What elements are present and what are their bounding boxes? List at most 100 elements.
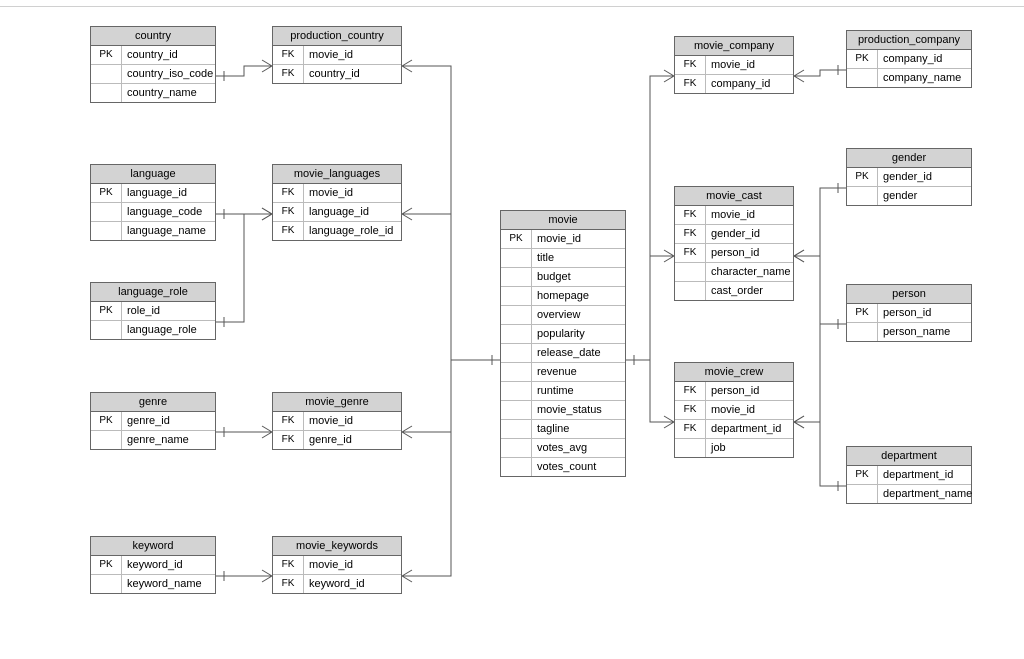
field-name: movie_id xyxy=(304,46,401,64)
entity-field: person_name xyxy=(847,323,971,341)
field-key xyxy=(91,65,122,83)
field-name: country_iso_code xyxy=(122,65,218,83)
field-name: country_id xyxy=(122,46,215,64)
field-key: FK xyxy=(273,412,304,430)
entity-field: FKkeyword_id xyxy=(273,575,401,593)
entity-field: FKgenre_id xyxy=(273,431,401,449)
entity-field: overview xyxy=(501,306,625,325)
field-name: person_id xyxy=(706,382,793,400)
entity-field: popularity xyxy=(501,325,625,344)
entity-field: keyword_name xyxy=(91,575,215,593)
entity-production_company: production_companyPKcompany_idcompany_na… xyxy=(846,30,972,88)
field-key: FK xyxy=(675,206,706,224)
field-key xyxy=(91,321,122,339)
entity-field: gender xyxy=(847,187,971,205)
field-key: FK xyxy=(273,431,304,449)
entity-movie_cast: movie_castFKmovie_idFKgender_idFKperson_… xyxy=(674,186,794,301)
field-name: department_name xyxy=(878,485,977,503)
field-name: keyword_name xyxy=(122,575,215,593)
entity-field: FKmovie_id xyxy=(273,184,401,203)
entity-field: PKdepartment_id xyxy=(847,466,971,485)
entity-field: runtime xyxy=(501,382,625,401)
field-name: person_id xyxy=(706,244,793,262)
field-name: language_role_id xyxy=(304,222,401,240)
field-key: PK xyxy=(91,556,122,574)
field-name: release_date xyxy=(532,344,625,362)
field-key: PK xyxy=(847,50,878,68)
entity-movie_languages: movie_languagesFKmovie_idFKlanguage_idFK… xyxy=(272,164,402,241)
field-key: PK xyxy=(91,46,122,64)
field-name: language_name xyxy=(122,222,215,240)
field-key xyxy=(847,187,878,205)
entity-title: production_country xyxy=(273,27,401,46)
field-name: runtime xyxy=(532,382,625,400)
field-key: FK xyxy=(675,244,706,262)
field-key xyxy=(501,268,532,286)
field-name: company_id xyxy=(706,75,793,93)
field-name: movie_id xyxy=(304,556,401,574)
field-name: movie_id xyxy=(706,56,793,74)
field-name: keyword_id xyxy=(122,556,215,574)
field-key xyxy=(501,363,532,381)
field-key: FK xyxy=(273,46,304,64)
entity-movie_genre: movie_genreFKmovie_idFKgenre_id xyxy=(272,392,402,450)
field-key: FK xyxy=(273,203,304,221)
field-name: company_name xyxy=(878,69,971,87)
entity-title: language_role xyxy=(91,283,215,302)
entity-title: movie_languages xyxy=(273,165,401,184)
entity-field: job xyxy=(675,439,793,457)
divider xyxy=(0,6,1024,7)
field-name: person_name xyxy=(878,323,971,341)
entity-field: language_name xyxy=(91,222,215,240)
field-name: movie_id xyxy=(304,412,401,430)
entity-field: release_date xyxy=(501,344,625,363)
entity-title: movie_crew xyxy=(675,363,793,382)
field-key: FK xyxy=(273,65,304,83)
field-name: cast_order xyxy=(706,282,793,300)
entity-field: votes_avg xyxy=(501,439,625,458)
field-key: PK xyxy=(91,184,122,202)
field-key: FK xyxy=(675,56,706,74)
field-key xyxy=(501,344,532,362)
field-key xyxy=(501,287,532,305)
field-key xyxy=(501,458,532,476)
entity-field: FKmovie_id xyxy=(273,412,401,431)
field-key: FK xyxy=(675,401,706,419)
entity-movie_company: movie_companyFKmovie_idFKcompany_id xyxy=(674,36,794,94)
field-key: PK xyxy=(847,466,878,484)
field-key xyxy=(91,575,122,593)
field-name: country_name xyxy=(122,84,215,102)
entity-field: FKmovie_id xyxy=(273,46,401,65)
entity-language: languagePKlanguage_idlanguage_codelangua… xyxy=(90,164,216,241)
entity-title: keyword xyxy=(91,537,215,556)
field-key xyxy=(675,439,706,457)
entity-field: genre_name xyxy=(91,431,215,449)
entity-field: country_name xyxy=(91,84,215,102)
field-name: popularity xyxy=(532,325,625,343)
field-key xyxy=(847,485,878,503)
field-name: keyword_id xyxy=(304,575,401,593)
field-key xyxy=(501,325,532,343)
entity-field: cast_order xyxy=(675,282,793,300)
entity-keyword: keywordPKkeyword_idkeyword_name xyxy=(90,536,216,594)
field-name: movie_id xyxy=(532,230,625,248)
field-name: movie_id xyxy=(706,401,793,419)
field-key: FK xyxy=(675,75,706,93)
entity-field: language_role xyxy=(91,321,215,339)
entity-field: FKlanguage_role_id xyxy=(273,222,401,240)
field-name: gender_id xyxy=(878,168,971,186)
entity-title: movie_cast xyxy=(675,187,793,206)
field-name: language_role xyxy=(122,321,215,339)
entity-field: budget xyxy=(501,268,625,287)
entity-title: production_company xyxy=(847,31,971,50)
entity-field: PKmovie_id xyxy=(501,230,625,249)
entity-field: votes_count xyxy=(501,458,625,476)
field-key xyxy=(91,84,122,102)
field-key xyxy=(91,222,122,240)
field-key xyxy=(501,306,532,324)
entity-field: revenue xyxy=(501,363,625,382)
field-key xyxy=(847,69,878,87)
entity-gender: genderPKgender_idgender xyxy=(846,148,972,206)
entity-genre: genrePKgenre_idgenre_name xyxy=(90,392,216,450)
entity-movie_crew: movie_crewFKperson_idFKmovie_idFKdepartm… xyxy=(674,362,794,458)
